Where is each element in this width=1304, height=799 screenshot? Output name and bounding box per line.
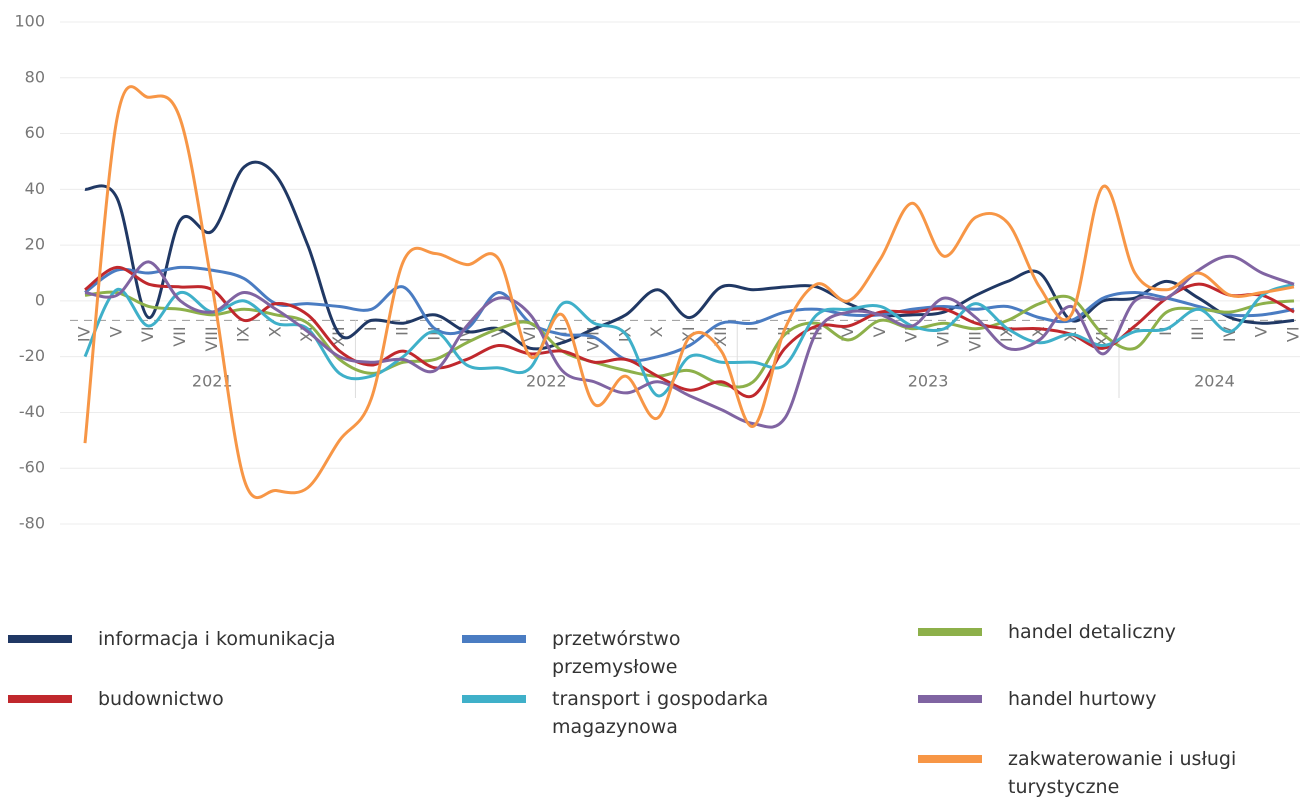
y-tick-label: 100 (14, 12, 45, 31)
x-tick-label: VI (1284, 326, 1303, 342)
legend-item: handel detaliczny (918, 618, 1278, 646)
legend-label: transport i gospodarka magazynowa (552, 688, 769, 738)
legend-swatch (462, 635, 526, 643)
x-tick-label: V (488, 326, 507, 337)
legend-label: handel detaliczny (1008, 621, 1176, 643)
x-tick-label: X (647, 326, 666, 337)
year-label: 2024 (1194, 372, 1235, 391)
x-tick-label: V (1252, 326, 1271, 337)
x-tick-label: XI (679, 326, 698, 342)
legend-item: zakwaterowanie i usługi turystyczne (918, 745, 1278, 799)
series-line (84, 254, 1295, 429)
x-tick-label: VI (138, 326, 157, 342)
legend-label: przetwórstwo przemysłowe (552, 628, 681, 678)
x-tick-label: V (106, 326, 125, 337)
y-tick-label: -60 (19, 458, 45, 477)
x-tick-label: II (393, 326, 412, 335)
x-tick-label: IV (75, 326, 94, 342)
y-tick-label: 0 (35, 290, 45, 309)
x-tick-label: I (1124, 326, 1143, 331)
year-label: 2023 (908, 372, 949, 391)
y-tick-label: -80 (19, 514, 45, 533)
legend-swatch (8, 635, 72, 643)
legend-swatch (918, 695, 982, 703)
x-tick-label: I (361, 326, 380, 331)
x-tick-label: XII (1093, 326, 1112, 346)
x-tick-label: I (743, 326, 762, 331)
y-tick-label: 40 (25, 179, 45, 198)
x-tick-label: X (265, 326, 284, 337)
y-tick-label: -20 (19, 346, 45, 365)
x-tick-label: II (1156, 326, 1175, 335)
year-label: 2021 (192, 372, 233, 391)
legend-swatch (918, 628, 982, 636)
x-tick-label: V (870, 326, 889, 337)
legend-label: handel hurtowy (1008, 688, 1157, 710)
legend-item: handel hurtowy (918, 685, 1278, 713)
legend-swatch (8, 695, 72, 703)
x-tick-label: VII (170, 326, 189, 346)
legend-item: informacja i komunikacja (8, 625, 428, 653)
y-tick-label: -40 (19, 402, 45, 421)
legend-label: budownictwo (98, 688, 224, 710)
legend-swatch (462, 695, 526, 703)
legend-item: transport i gospodarka magazynowa (462, 685, 792, 741)
x-tick-label: VI (902, 326, 921, 342)
legend-label: informacja i komunikacja (98, 628, 336, 650)
y-tick-label: 60 (25, 123, 45, 142)
series-line (83, 85, 1295, 500)
y-tick-label: 80 (25, 67, 45, 86)
y-tick-label: 20 (25, 235, 45, 254)
legend-item: budownictwo (8, 685, 428, 713)
legend-item: przetwórstwo przemysłowe (462, 625, 792, 681)
x-tick-label: XII (329, 326, 348, 346)
x-tick-label: VIII (965, 326, 984, 351)
x-tick-label: XII (711, 326, 730, 346)
x-tick-label: X (1029, 326, 1048, 337)
legend-swatch (918, 755, 982, 763)
x-tick-label: IX (234, 326, 253, 342)
x-tick-label: XI (297, 326, 316, 342)
x-tick-label: III (1188, 326, 1207, 340)
year-label: 2022 (526, 372, 567, 391)
x-tick-label: VIII (202, 326, 221, 351)
legend-label: zakwaterowanie i usługi turystyczne (1008, 748, 1237, 798)
x-tick-label: VI (520, 326, 539, 342)
